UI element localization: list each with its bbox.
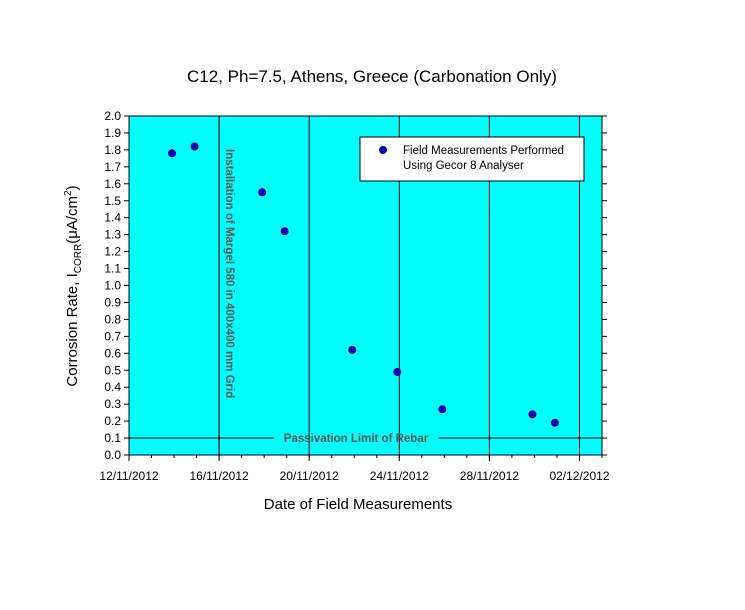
legend: Field Measurements Performed Using Gecor…: [359, 136, 585, 182]
y-tick-label: 1.8: [104, 143, 121, 157]
data-point: [528, 410, 537, 419]
y-tick-label: 2.0: [104, 109, 121, 123]
chart-title: C12, Ph=7.5, Athens, Greece (Carbonation…: [187, 67, 557, 86]
y-axis-title-superscript: 2: [63, 190, 74, 196]
y-axis-title-subscript: CORR: [73, 244, 84, 273]
y-tick-label: 1.1: [104, 262, 121, 276]
y-tick-label: 0.0: [104, 448, 121, 462]
data-point: [393, 367, 402, 376]
legend-text-line2: Using Gecor 8 Analyser: [403, 160, 524, 172]
y-tick-label: 1.5: [104, 194, 121, 208]
y-tick-label: 1.4: [104, 211, 121, 225]
y-tick-label: 0.2: [104, 414, 121, 428]
y-tick-label: 1.0: [104, 279, 121, 293]
y-axis-title-paren-open: (: [64, 239, 81, 244]
y-axis-title-unit: A/cm: [64, 196, 81, 230]
passivation-limit-annotation: Passivation Limit of Rebar: [284, 433, 429, 445]
y-axis: 0.0 0.1 0.2 0.3 0.4 0.5 0.6 0.7 0.8 0.9 1.0 1.1 1.2 1…: [104, 109, 607, 462]
data-points: [168, 142, 559, 427]
y-tick-label: 0.1: [104, 431, 121, 445]
x-tick-label: 20/11/2012: [280, 469, 339, 483]
y-tick-label: 1.2: [104, 245, 121, 259]
data-point: [550, 418, 559, 427]
data-point: [190, 142, 199, 151]
legend-text-line1: Field Measurements Performed: [403, 145, 564, 157]
data-point: [280, 227, 289, 236]
data-point: [258, 188, 267, 197]
x-tick-label: 02/12/2012: [549, 469, 609, 483]
x-tick-label: 24/11/2012: [370, 469, 429, 483]
y-axis-title-mu: μ: [64, 230, 81, 239]
y-tick-label: 1.9: [104, 126, 121, 140]
x-tick-label: 12/11/2012: [99, 469, 158, 483]
legend-box: [359, 136, 585, 182]
y-tick-label: 0.7: [104, 329, 121, 343]
y-axis-title-main: Corrosion Rate, I: [64, 273, 81, 386]
y-tick-label: 0.3: [104, 397, 121, 411]
y-tick-label: 1.7: [104, 160, 121, 174]
y-tick-label: 0.6: [104, 346, 121, 360]
y-tick-label: 0.4: [104, 380, 121, 394]
data-point: [438, 405, 447, 414]
y-tick-label: 0.5: [104, 363, 121, 377]
y-tick-label: 1.6: [104, 177, 121, 191]
x-tick-label: 28/11/2012: [460, 469, 519, 483]
x-axis-title: Date of Field Measurements: [264, 496, 452, 513]
legend-marker: [379, 146, 387, 154]
y-tick-label: 0.9: [104, 295, 121, 309]
y-tick-label: 1.3: [104, 228, 121, 242]
y-tick-label: 0.8: [104, 312, 121, 326]
installation-annotation: Installation of Margel 580 in 400x400 mm…: [223, 149, 235, 398]
data-point: [168, 149, 177, 158]
x-tick-label: 16/11/2012: [190, 469, 249, 483]
y-axis-title: Corrosion Rate, ICORR(μA/cm2): [63, 185, 84, 386]
data-point: [348, 345, 357, 354]
y-axis-title-paren-close: ): [64, 185, 81, 190]
x-axis: 12/11/2012 16/11/2012 20/11/2012 24/11/2012…: [99, 455, 610, 483]
